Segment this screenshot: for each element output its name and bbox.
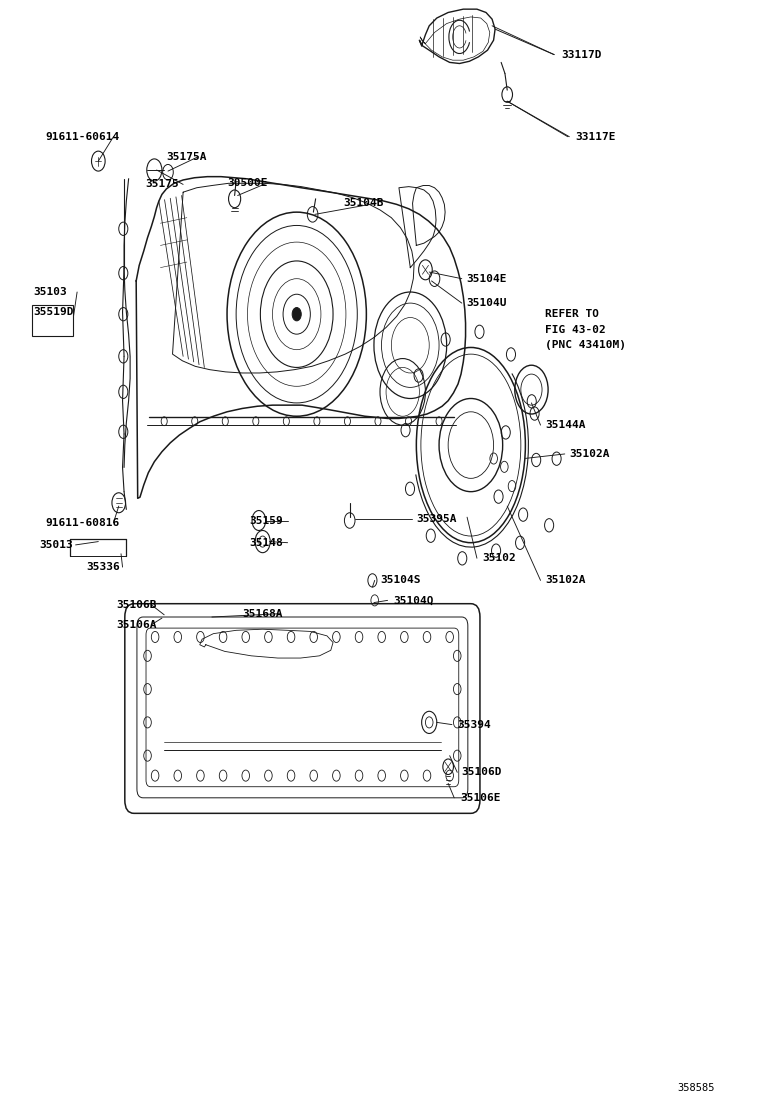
Text: 35104B: 35104B — [344, 198, 384, 208]
Text: 35395A: 35395A — [416, 515, 457, 525]
Text: 35168A: 35168A — [242, 608, 283, 618]
Text: REFER TO: REFER TO — [545, 309, 599, 319]
Text: 35106B: 35106B — [116, 599, 157, 609]
Text: 35148: 35148 — [250, 538, 283, 548]
Text: 35102A: 35102A — [545, 575, 585, 585]
Text: 35144A: 35144A — [545, 420, 585, 430]
Text: 35104S: 35104S — [380, 575, 420, 585]
Text: 33117E: 33117E — [575, 131, 616, 141]
Text: 30500E: 30500E — [227, 178, 268, 188]
Text: 35394: 35394 — [458, 719, 491, 729]
Text: 91611-60816: 91611-60816 — [46, 518, 119, 528]
Text: (PNC 43410M): (PNC 43410M) — [545, 340, 626, 350]
Text: 35106D: 35106D — [462, 767, 502, 777]
Text: FIG 43-02: FIG 43-02 — [545, 325, 606, 335]
Text: 35103: 35103 — [33, 287, 67, 297]
FancyBboxPatch shape — [125, 604, 480, 813]
Text: 35102: 35102 — [483, 553, 516, 563]
Text: 35519D: 35519D — [33, 307, 74, 317]
Text: 35106E: 35106E — [461, 793, 501, 803]
Text: 35175: 35175 — [145, 179, 179, 189]
Text: 35159: 35159 — [250, 516, 283, 526]
FancyBboxPatch shape — [146, 628, 459, 786]
Text: 35104U: 35104U — [467, 298, 507, 308]
FancyBboxPatch shape — [137, 617, 468, 797]
Text: 35336: 35336 — [86, 562, 120, 572]
Text: 35104Q: 35104Q — [394, 595, 434, 605]
Circle shape — [292, 308, 301, 321]
Text: 358585: 358585 — [677, 1083, 714, 1093]
FancyBboxPatch shape — [32, 306, 73, 336]
Text: 35013: 35013 — [40, 540, 73, 550]
Text: 33117D: 33117D — [562, 50, 602, 60]
Text: 91611-60614: 91611-60614 — [46, 131, 119, 141]
Text: 35104E: 35104E — [467, 274, 507, 284]
Text: 35106A: 35106A — [116, 619, 157, 629]
Text: 35102A: 35102A — [569, 449, 610, 459]
Text: 35175A: 35175A — [166, 151, 207, 161]
